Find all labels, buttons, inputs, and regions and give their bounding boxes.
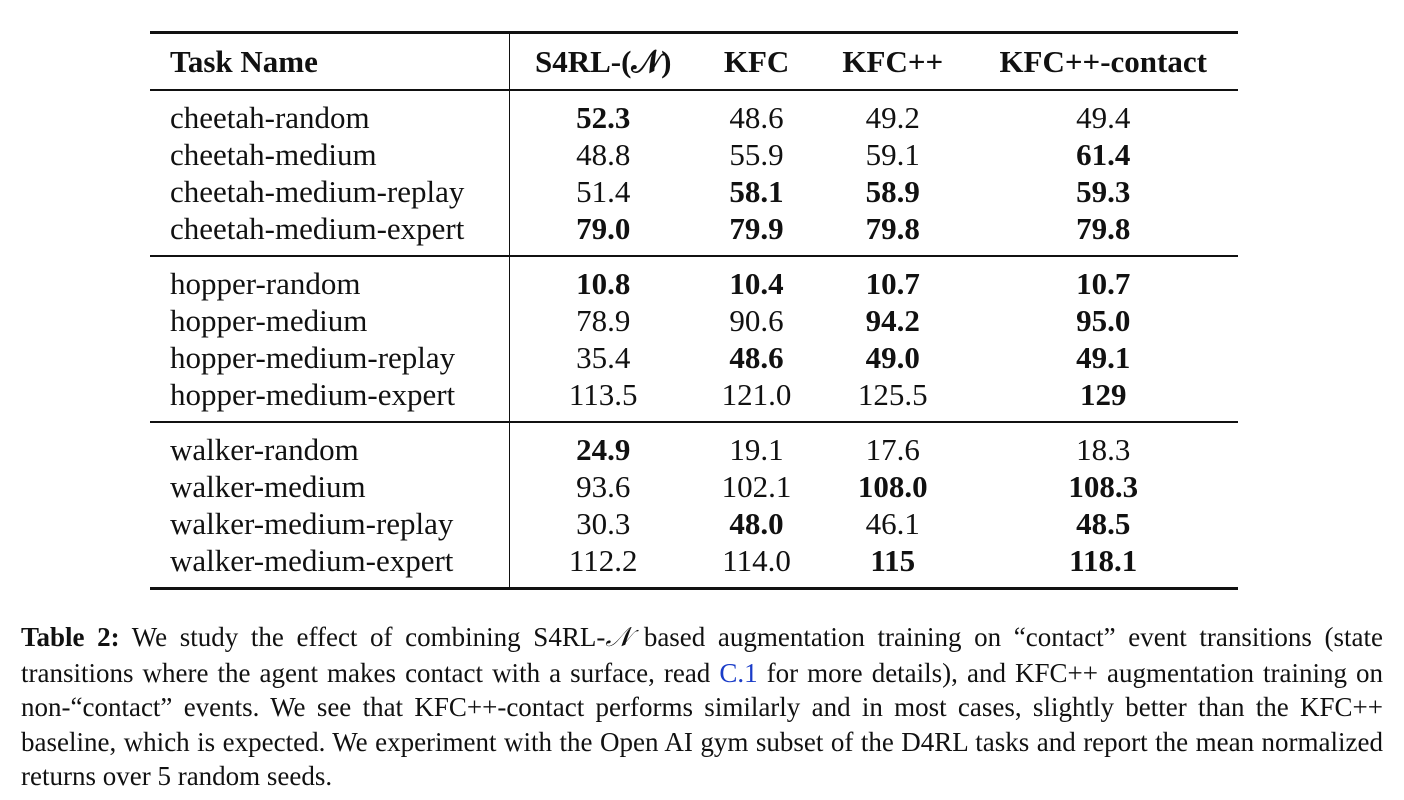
kfcpp-value-cell: 46.1 xyxy=(865,506,920,541)
caption-reference-link[interactable]: C.1 xyxy=(719,657,758,688)
task-name-cell: hopper-random xyxy=(150,256,511,302)
kfcpp-value-cell: 59.1 xyxy=(865,137,920,172)
kfcpp-value-cell: 17.6 xyxy=(865,432,920,467)
table-row: walker-medium 93.6 102.1 108.0 108.3 xyxy=(150,468,1238,505)
s4rl-value-cell: 35.4 xyxy=(576,340,631,375)
caption-text-3: for more details), and KFC++ augmentatio… xyxy=(21,657,1384,792)
s4rl-value-cell: 51.4 xyxy=(576,174,631,209)
kfcpp-contact-value-cell: 129 xyxy=(1079,377,1127,412)
kfcpp-value-cell: 79.8 xyxy=(865,211,920,246)
kfcpp-contact-value-cell: 108.3 xyxy=(1068,469,1139,504)
s4rl-value-cell: 112.2 xyxy=(568,543,638,578)
s4rl-value-cell: 52.3 xyxy=(576,100,631,135)
caption-text-2: based augmentation training on “contact”… xyxy=(21,622,1383,688)
task-name-cell: walker-medium xyxy=(150,468,511,505)
s4rl-value-cell: 78.9 xyxy=(576,303,631,338)
header-kfcpp: KFC++ xyxy=(817,31,969,91)
results-table-container: Task Name S4RL-(𝒩) KFC KFC++ KFC++-conta… xyxy=(150,31,1238,590)
kfc-value-cell: 102.1 xyxy=(721,469,792,504)
kfc-value-cell: 58.1 xyxy=(729,174,784,209)
task-name-cell: hopper-medium-replay xyxy=(150,339,511,376)
caption-label: Table 2: xyxy=(21,622,120,652)
header-kfc: KFC xyxy=(695,31,818,91)
kfcpp-value-cell: 94.2 xyxy=(865,303,920,338)
s4rl-value-cell: 113.5 xyxy=(568,377,638,412)
caption-text-1: We study the effect of combining S4RL- xyxy=(119,622,606,652)
table-row: hopper-random 10.8 10.4 10.7 10.7 xyxy=(150,256,1238,302)
kfcpp-contact-value-cell: 79.8 xyxy=(1076,211,1131,246)
kfc-value-cell: 121.0 xyxy=(721,377,792,412)
results-table: Task Name S4RL-(𝒩) KFC KFC++ KFC++-conta… xyxy=(150,31,1238,590)
kfcpp-value-cell: 58.9 xyxy=(865,174,920,209)
kfc-value-cell: 10.4 xyxy=(729,266,784,301)
table-row: hopper-medium 78.9 90.6 94.2 95.0 xyxy=(150,302,1238,339)
kfc-value-cell: 114.0 xyxy=(722,543,791,578)
s4rl-value-cell: 30.3 xyxy=(576,506,631,541)
task-name-cell: cheetah-random xyxy=(150,90,511,136)
kfc-value-cell: 48.6 xyxy=(729,100,784,135)
table-row: hopper-medium-replay 35.4 48.6 49.0 49.1 xyxy=(150,339,1238,376)
kfcpp-contact-value-cell: 49.1 xyxy=(1076,340,1131,375)
kfcpp-contact-value-cell: 48.5 xyxy=(1076,506,1131,541)
table-row: cheetah-medium-expert 79.0 79.9 79.8 79.8 xyxy=(150,210,1238,256)
task-name-cell: cheetah-medium xyxy=(150,136,511,173)
kfc-value-cell: 90.6 xyxy=(729,303,784,338)
kfcpp-value-cell: 125.5 xyxy=(857,377,928,412)
s4rl-value-cell: 79.0 xyxy=(576,211,631,246)
table-row: walker-medium-replay 30.3 48.0 46.1 48.5 xyxy=(150,505,1238,542)
kfcpp-contact-value-cell: 95.0 xyxy=(1076,303,1131,338)
s4rl-value-cell: 48.8 xyxy=(576,137,631,172)
table-row: walker-medium-expert 112.2 114.0 115 118.1 xyxy=(150,542,1238,589)
kfc-value-cell: 48.0 xyxy=(729,506,784,541)
kfcpp-value-cell: 49.0 xyxy=(865,340,920,375)
task-name-cell: walker-medium-expert xyxy=(150,542,511,589)
kfcpp-value-cell: 49.2 xyxy=(865,100,920,135)
header-s4rl: S4RL-(𝒩) xyxy=(509,31,696,91)
task-name-cell: cheetah-medium-replay xyxy=(150,173,511,210)
table-row: walker-random 24.9 19.1 17.6 18.3 xyxy=(150,422,1238,468)
task-name-cell: walker-medium-replay xyxy=(150,505,511,542)
table-caption: Table 2: We study the effect of combinin… xyxy=(21,620,1383,794)
kfcpp-contact-value-cell: 10.7 xyxy=(1076,266,1131,301)
kfc-value-cell: 55.9 xyxy=(729,137,784,172)
table-row: cheetah-random 52.3 48.6 49.2 49.4 xyxy=(150,90,1238,136)
s4rl-value-cell: 10.8 xyxy=(576,266,631,301)
kfcpp-value-cell: 10.7 xyxy=(865,266,920,301)
kfcpp-contact-value-cell: 18.3 xyxy=(1076,432,1131,467)
s4rl-value-cell: 93.6 xyxy=(576,469,631,504)
kfc-value-cell: 19.1 xyxy=(729,432,784,467)
kfc-value-cell: 79.9 xyxy=(729,211,784,246)
kfcpp-contact-value-cell: 49.4 xyxy=(1076,100,1131,135)
kfcpp-contact-value-cell: 59.3 xyxy=(1076,174,1131,209)
task-name-cell: hopper-medium-expert xyxy=(150,376,511,422)
table-group-cheetah: cheetah-random 52.3 48.6 49.2 49.4 cheetah-me… xyxy=(150,90,1238,256)
task-name-cell: hopper-medium xyxy=(150,302,511,339)
s4rl-value-cell: 24.9 xyxy=(576,432,631,467)
header-kfcpp-contact: KFC++-contact xyxy=(968,31,1238,91)
kfcpp-contact-value-cell: 61.4 xyxy=(1076,137,1131,172)
header-task-name: Task Name xyxy=(150,31,511,91)
header-row: Task Name S4RL-(𝒩) KFC KFC++ KFC++-conta… xyxy=(150,31,1238,91)
task-name-cell: cheetah-medium-expert xyxy=(150,210,511,256)
caption-symbol: 𝒩 xyxy=(605,622,632,653)
task-name-cell: walker-random xyxy=(150,422,511,468)
table-row: cheetah-medium-replay 51.4 58.1 58.9 59.3 xyxy=(150,173,1238,210)
kfc-value-cell: 48.6 xyxy=(729,340,784,375)
table-group-walker: walker-random 24.9 19.1 17.6 18.3 walker-medi… xyxy=(150,422,1238,589)
table-row: cheetah-medium 48.8 55.9 59.1 61.4 xyxy=(150,136,1238,173)
kfcpp-value-cell: 115 xyxy=(870,543,916,578)
table-row: hopper-medium-expert 113.5 121.0 125.5 129 xyxy=(150,376,1238,422)
kfcpp-contact-value-cell: 118.1 xyxy=(1069,543,1138,578)
table-header: Task Name S4RL-(𝒩) KFC KFC++ KFC++-conta… xyxy=(150,31,1238,91)
table-group-hopper: hopper-random 10.8 10.4 10.7 10.7 hopper-medi… xyxy=(150,256,1238,422)
kfcpp-value-cell: 108.0 xyxy=(857,469,928,504)
